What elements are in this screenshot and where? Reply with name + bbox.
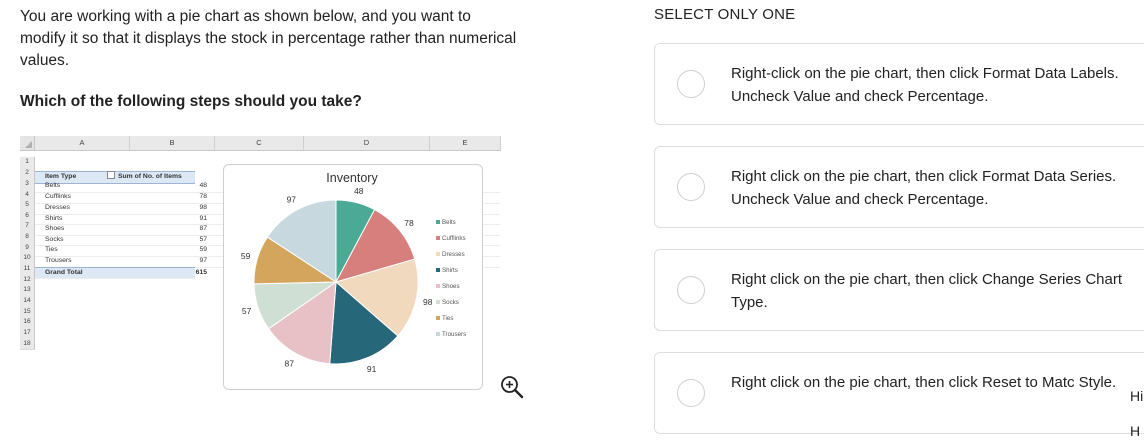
item-count: 87: [199, 225, 207, 232]
row-number: 16: [20, 317, 35, 329]
select-only-one-label: SELECT ONLY ONE: [654, 6, 796, 23]
legend-swatch: [436, 332, 440, 336]
item-count: 48: [199, 182, 207, 189]
answer-option-text: Right-click on the pie chart, then click…: [731, 65, 1119, 105]
answer-option-4[interactable]: Right click on the pie chart, then click…: [654, 352, 1144, 434]
item-name: Shirts: [45, 214, 63, 222]
legend-entry: Socks: [442, 299, 459, 306]
legend-entry: Trousers: [442, 331, 466, 338]
answer-option-2[interactable]: Right click on the pie chart, then click…: [654, 146, 1144, 228]
item-count: 97: [199, 257, 207, 264]
row-number: 13: [20, 285, 35, 297]
sum-header: Sum of No. of Items: [107, 171, 197, 183]
item-name: Shoes: [45, 225, 65, 232]
pie-chart-svg: Inventory 48 78 98 91 87 57 59 97 Belts Cufflink…: [241, 171, 466, 374]
side-panel-text: Hi: [1130, 388, 1144, 404]
legend-swatch: [436, 236, 440, 240]
legend-swatch: [436, 220, 440, 224]
legend-swatch: [436, 316, 440, 320]
pivot-header-row: Item Type Sum of No. of Items: [35, 171, 195, 184]
column-header-c: C: [215, 136, 304, 151]
legend-entry: Belts: [442, 219, 456, 226]
row-number: 7: [20, 221, 35, 233]
pie-slice-dresses[interactable]: [334, 258, 419, 337]
chart-title: Inventory: [326, 171, 378, 185]
data-label: 78: [404, 218, 414, 228]
radio-button[interactable]: [677, 70, 705, 98]
item-name: Cufflinks: [45, 193, 71, 200]
item-count: 57: [199, 235, 207, 243]
column-header-e: E: [430, 136, 501, 151]
data-label: 98: [423, 297, 433, 307]
radio-button[interactable]: [677, 379, 705, 407]
pie-slice-shoes[interactable]: [267, 280, 337, 365]
data-label: 91: [367, 364, 377, 374]
radio-button[interactable]: [677, 173, 705, 201]
side-panel-text: H: [1130, 423, 1141, 439]
data-label: 57: [242, 306, 252, 316]
legend-swatch: [436, 268, 440, 272]
row-number: 2: [20, 168, 35, 180]
row-number: 1: [20, 157, 35, 169]
answer-option-text: Right click on the pie chart, then click…: [731, 374, 1117, 391]
item-name: Ties: [45, 246, 58, 253]
answer-option-text: Right click on the pie chart, then click…: [731, 168, 1117, 208]
sum-header-label: Sum of No. of Items: [118, 173, 182, 180]
pie-slice-cufflinks[interactable]: [334, 208, 416, 283]
pie-slice-shirts[interactable]: [329, 280, 399, 365]
column-header-a: A: [35, 136, 130, 151]
legend-swatch: [436, 284, 440, 288]
pie-chart[interactable]: Inventory 48 78 98 91 87 57 59 97 Belts Cufflink…: [223, 164, 483, 390]
row-number: 18: [20, 338, 35, 351]
item-name: Dresses: [45, 204, 70, 211]
grand-total-label: Grand Total: [45, 268, 83, 276]
legend-entry: Shoes: [442, 283, 460, 290]
answer-option-1[interactable]: Right-click on the pie chart, then click…: [654, 43, 1144, 125]
item-type-header: Item Type: [45, 173, 77, 180]
item-name: Trousers: [45, 257, 72, 264]
spreadsheet-grid: A B C D E 1 2 3 4 5 6 7 8 9 10 11 12 13 …: [20, 136, 501, 406]
radio-button[interactable]: [677, 276, 705, 304]
filter-dropdown-icon[interactable]: [107, 171, 115, 180]
answer-option-3[interactable]: Right click on the pie chart, then click…: [654, 249, 1144, 331]
column-header-d: D: [304, 136, 430, 151]
answer-option-text: Right click on the pie chart, then click…: [731, 271, 1123, 311]
grand-total-value: 615: [195, 268, 207, 276]
question-text: You are working with a pie chart as show…: [20, 8, 517, 69]
item-name: Socks: [45, 235, 64, 243]
question-prompt: Which of the following steps should you …: [20, 93, 362, 110]
legend-entry: Cufflinks: [442, 235, 466, 242]
legend-entry: Shirts: [442, 267, 458, 274]
data-label: 59: [241, 251, 251, 261]
data-label: 87: [284, 359, 294, 369]
zoom-in-icon[interactable]: [499, 374, 525, 400]
pie-slice-trousers[interactable]: [266, 199, 337, 283]
legend-swatch: [436, 300, 440, 304]
data-label: 48: [354, 186, 364, 196]
grand-total-row: Grand Total 615: [35, 266, 207, 280]
spreadsheet-image: A B C D E 1 2 3 4 5 6 7 8 9 10 11 12 13 …: [20, 136, 501, 406]
legend-swatch: [436, 252, 440, 256]
select-all-corner: [20, 136, 35, 151]
item-name: Belts: [45, 182, 61, 189]
item-count: 78: [199, 193, 207, 200]
legend-entry: Ties: [442, 315, 453, 322]
row-number: 10: [20, 253, 35, 265]
item-count: 59: [199, 246, 207, 253]
legend-entry: Dresses: [442, 251, 465, 258]
column-header-b: B: [130, 136, 215, 151]
item-count: 91: [199, 214, 207, 222]
item-count: 98: [199, 204, 207, 211]
data-label: 97: [287, 194, 297, 204]
